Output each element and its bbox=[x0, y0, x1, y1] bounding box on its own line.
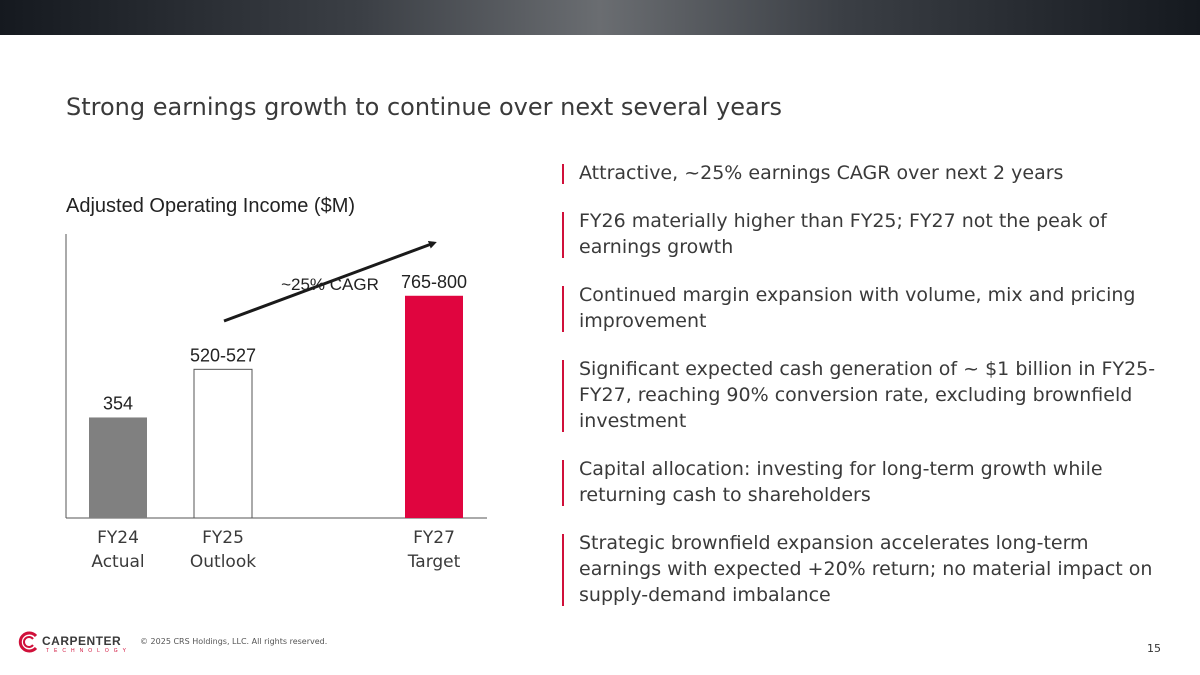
key-point-text: Capital allocation: investing for long-t… bbox=[579, 458, 1103, 506]
chart-title: Adjusted Operating Income ($M) bbox=[66, 195, 356, 217]
key-point-2: FY26 materially higher than FY25; FY27 n… bbox=[562, 208, 1162, 260]
x-tick-sublabel-fy25: Outlook bbox=[190, 552, 256, 572]
logo-wordmark: CARPENTER bbox=[42, 634, 122, 648]
x-tick-label-fy27: FY27 bbox=[413, 528, 455, 548]
key-points-list: Attractive, ~25% earnings CAGR over next… bbox=[562, 160, 1162, 630]
bullet-marker bbox=[562, 286, 564, 332]
bar-fy24-actual bbox=[89, 417, 147, 518]
key-point-text: Significant expected cash generation of … bbox=[579, 358, 1156, 432]
key-point-3: Continued margin expansion with volume, … bbox=[562, 282, 1162, 334]
key-point-6: Strategic brownfield expansion accelerat… bbox=[562, 530, 1162, 608]
bullet-marker bbox=[562, 360, 564, 432]
bar-fy27-target bbox=[405, 295, 463, 518]
copyright-notice: © 2025 CRS Holdings, LLC. All rights res… bbox=[140, 637, 328, 646]
page-number: 15 bbox=[1147, 642, 1161, 655]
bar-chart: 354 520-527 765-800 FY24 Actual FY25 Out… bbox=[65, 234, 487, 572]
top-banner bbox=[0, 0, 1200, 35]
key-point-text: Continued margin expansion with volume, … bbox=[579, 284, 1136, 332]
carpenter-logo-icon bbox=[18, 631, 38, 653]
value-label-fy25: 520-527 bbox=[190, 345, 256, 365]
bullet-marker bbox=[562, 534, 564, 606]
bullet-marker bbox=[562, 164, 564, 184]
key-point-5: Capital allocation: investing for long-t… bbox=[562, 456, 1162, 508]
x-tick-label-fy25: FY25 bbox=[202, 528, 244, 548]
bullet-marker bbox=[562, 460, 564, 506]
logo-subtitle: TECHNOLOGY bbox=[46, 648, 132, 654]
x-tick-sublabel-fy27: Target bbox=[407, 552, 461, 572]
bar-fy25-outlook bbox=[193, 368, 253, 519]
value-label-fy24: 354 bbox=[103, 393, 133, 413]
key-point-4: Significant expected cash generation of … bbox=[562, 356, 1162, 434]
x-tick-label-fy24: FY24 bbox=[97, 528, 139, 548]
bullet-marker bbox=[562, 212, 564, 258]
key-point-1: Attractive, ~25% earnings CAGR over next… bbox=[562, 160, 1162, 186]
page-title: Strong earnings growth to continue over … bbox=[66, 93, 783, 121]
cagr-annotation: ~25% CAGR bbox=[281, 275, 379, 294]
key-point-text: Attractive, ~25% earnings CAGR over next… bbox=[579, 162, 1064, 184]
key-point-text: Strategic brownfield expansion accelerat… bbox=[579, 532, 1153, 606]
key-point-text: FY26 materially higher than FY25; FY27 n… bbox=[579, 210, 1107, 258]
value-label-fy27: 765-800 bbox=[401, 272, 467, 292]
x-tick-sublabel-fy24: Actual bbox=[91, 552, 144, 572]
cagr-arrow bbox=[223, 240, 437, 323]
